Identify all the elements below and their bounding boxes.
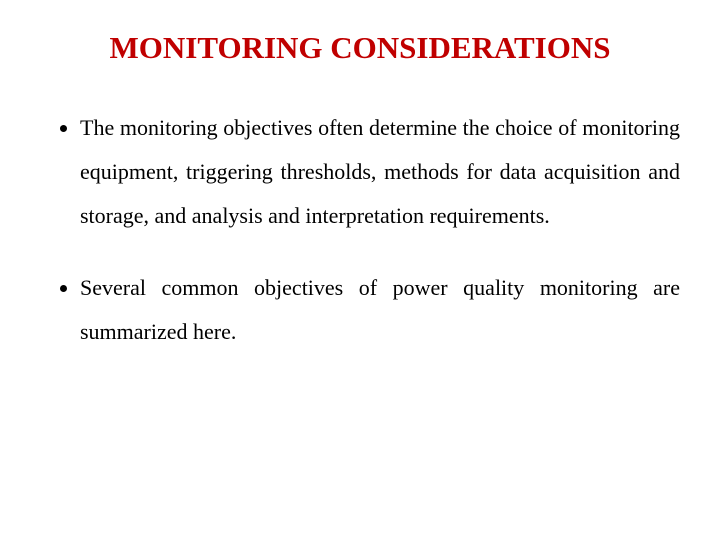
list-item: Several common objectives of power quali… xyxy=(80,266,680,354)
list-item: The monitoring objectives often determin… xyxy=(80,106,680,238)
bullet-text: Several common objectives of power quali… xyxy=(80,275,680,344)
slide: MONITORING CONSIDERATIONS The monitoring… xyxy=(0,0,720,540)
bullet-list: The monitoring objectives often determin… xyxy=(40,106,680,354)
bullet-text: The monitoring objectives often determin… xyxy=(80,115,680,228)
slide-title: MONITORING CONSIDERATIONS xyxy=(40,30,680,66)
